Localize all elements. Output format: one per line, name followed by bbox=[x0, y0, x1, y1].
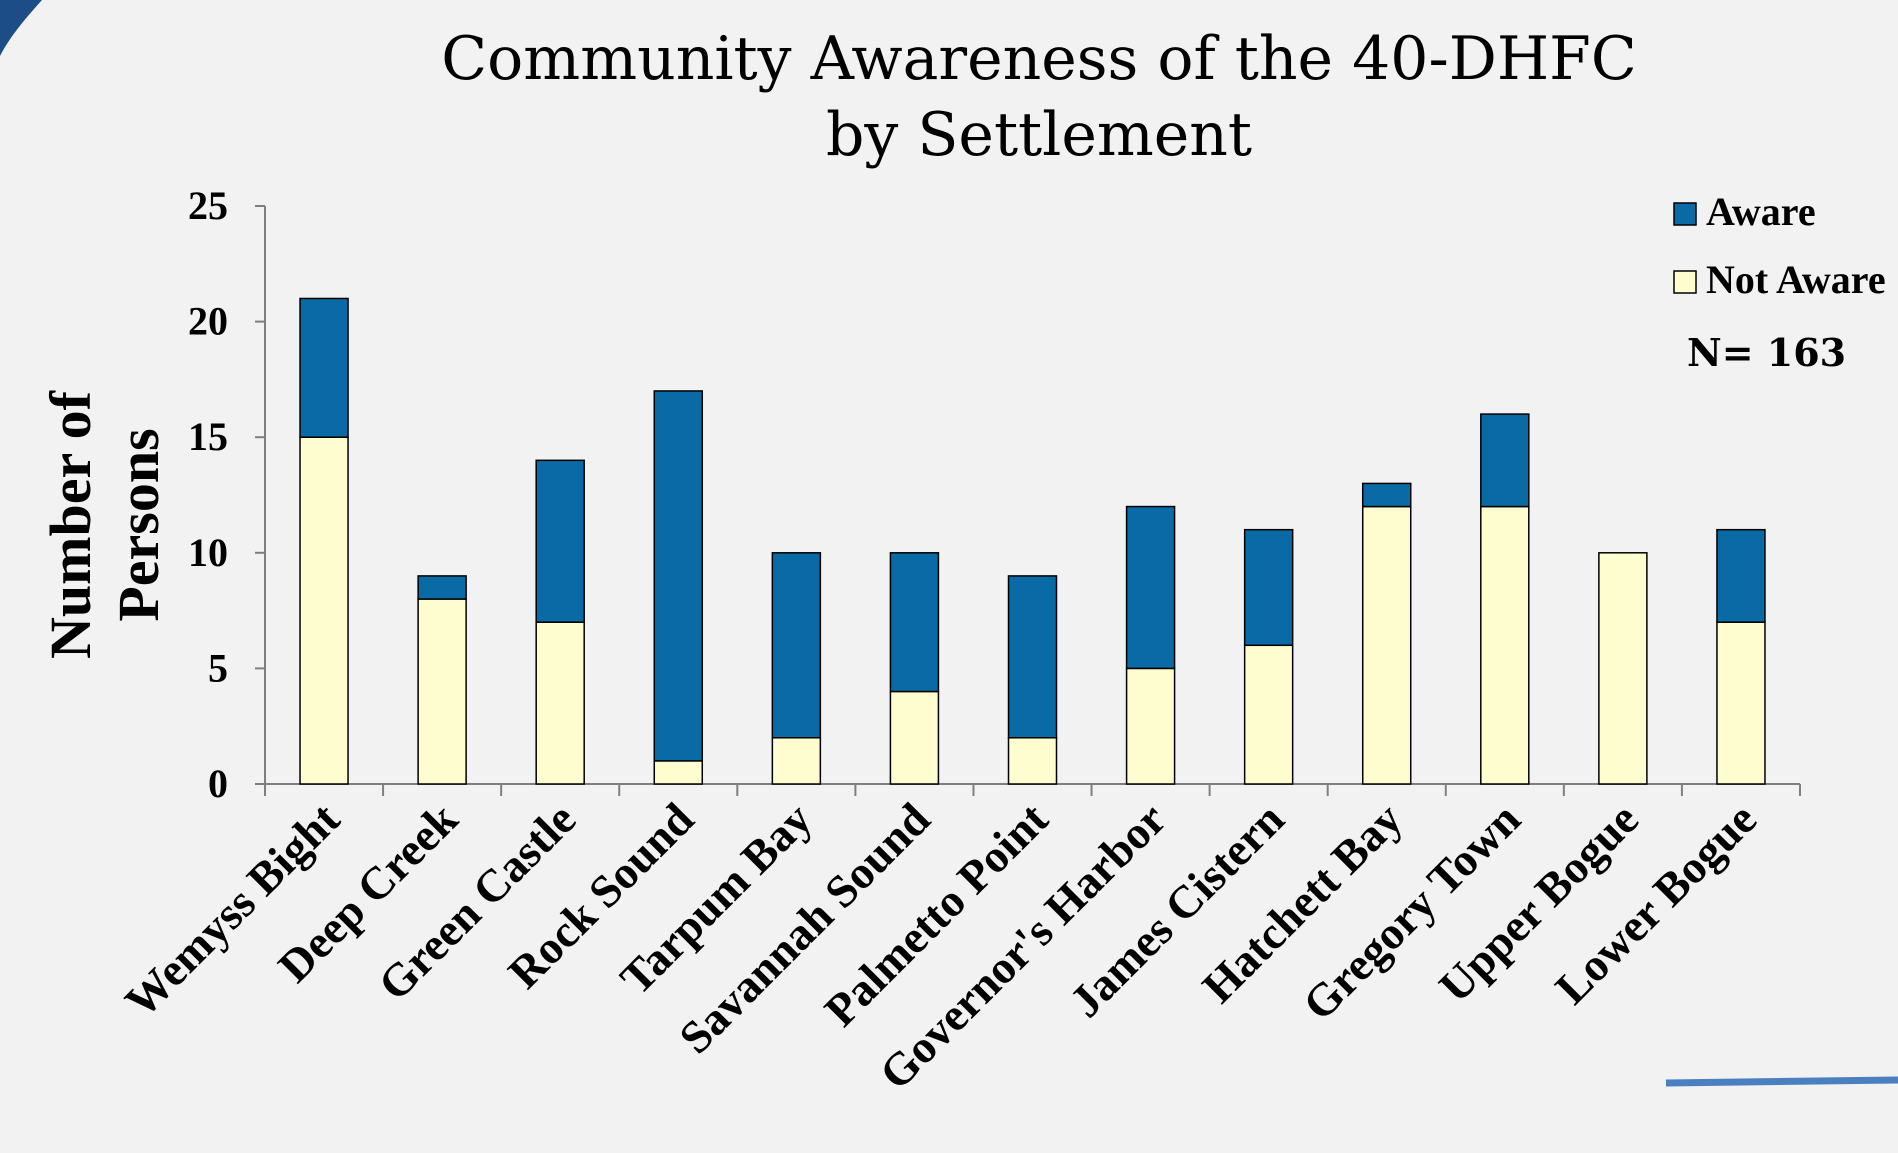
y-tick-label: 15 bbox=[188, 414, 228, 459]
bar-not-aware bbox=[1598, 552, 1648, 785]
bar-not-aware bbox=[1007, 737, 1058, 785]
sample-size-note: N= 163 bbox=[1687, 330, 1846, 375]
bar-aware bbox=[1361, 482, 1412, 508]
bar-aware bbox=[889, 552, 940, 693]
bar-aware bbox=[299, 297, 349, 438]
legend-label: Aware bbox=[1706, 189, 1816, 234]
bar-aware bbox=[1480, 413, 1530, 508]
y-tick-label: 25 bbox=[188, 183, 228, 228]
corner-accent-shape bbox=[0, 0, 42, 56]
bar-aware bbox=[1716, 528, 1766, 623]
bar-aware bbox=[1243, 528, 1294, 647]
bar-not-aware bbox=[1480, 505, 1530, 785]
bar-not-aware bbox=[299, 436, 349, 785]
bar-aware bbox=[653, 390, 704, 762]
legend-label: Not Aware bbox=[1706, 257, 1886, 302]
chart-title-line-2: by Settlement bbox=[825, 100, 1253, 170]
y-tick-label: 10 bbox=[188, 530, 228, 575]
bar-not-aware bbox=[889, 690, 940, 785]
bar-not-aware bbox=[771, 737, 822, 785]
bar-not-aware bbox=[1243, 644, 1294, 785]
y-tick-label: 5 bbox=[208, 645, 228, 690]
bar-not-aware bbox=[1361, 505, 1412, 785]
bar-not-aware bbox=[535, 621, 585, 785]
chart-title-line-1: Community Awareness of the 40-DHFC bbox=[441, 24, 1637, 94]
bar-not-aware bbox=[1716, 621, 1766, 785]
bar-not-aware bbox=[1125, 667, 1176, 785]
bar-aware bbox=[771, 552, 822, 739]
bar-aware bbox=[417, 575, 467, 600]
bar-not-aware bbox=[417, 598, 467, 785]
bar-aware bbox=[1125, 505, 1176, 670]
bar-aware bbox=[1007, 575, 1058, 739]
y-tick-label: 20 bbox=[188, 299, 228, 344]
accent-line bbox=[1665, 1076, 1898, 1087]
legend-swatch bbox=[1673, 202, 1697, 226]
bar-not-aware bbox=[653, 760, 704, 785]
bar-aware bbox=[535, 459, 585, 623]
legend-swatch bbox=[1673, 270, 1697, 294]
y-tick-label: 0 bbox=[208, 761, 228, 806]
